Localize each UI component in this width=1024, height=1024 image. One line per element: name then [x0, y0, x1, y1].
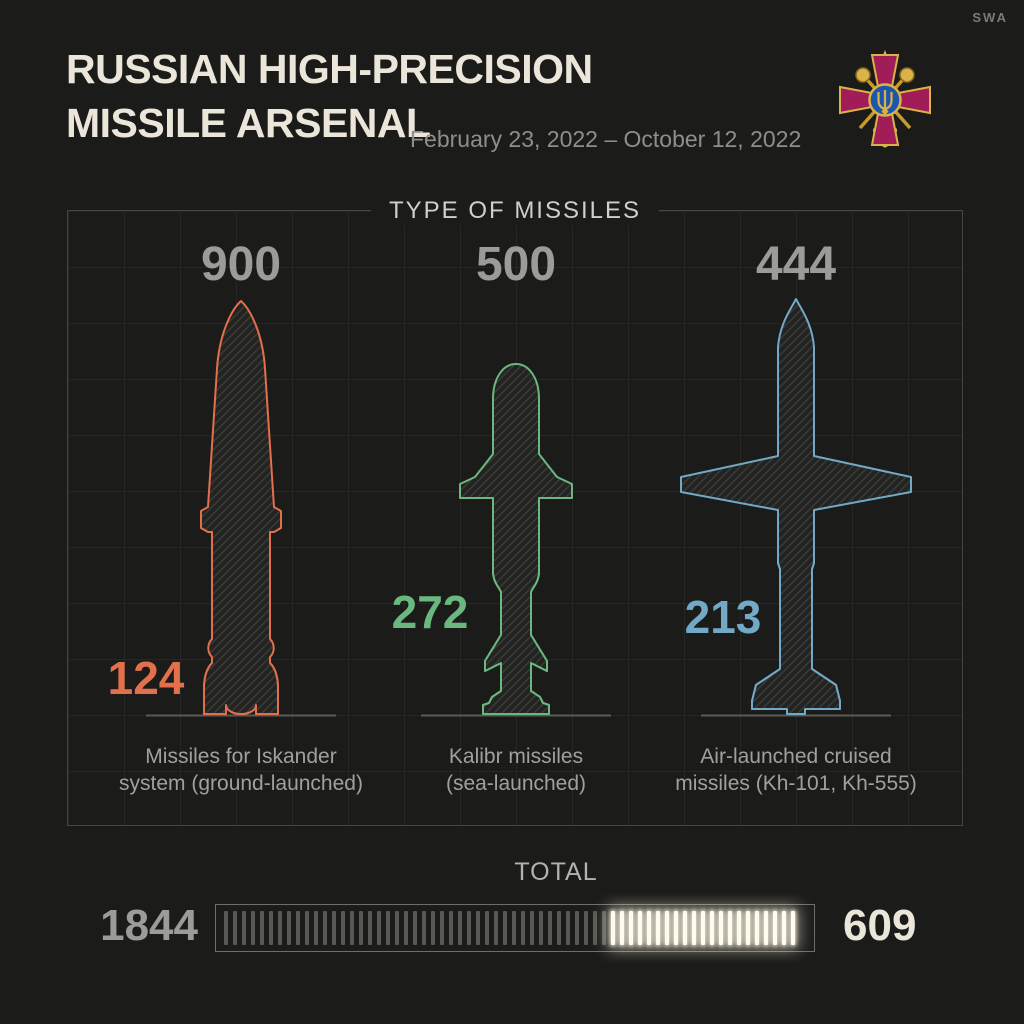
progress-tick: [575, 911, 579, 945]
date-range: February 23, 2022 – October 12, 2022: [410, 126, 802, 152]
progress-tick: [251, 911, 255, 945]
progress-tick: [260, 911, 264, 945]
ukraine-mod-emblem-icon: [839, 50, 931, 148]
progress-tick: [287, 911, 291, 945]
missile-pictograms: [146, 298, 912, 717]
cruise-missile-icon: [459, 363, 573, 715]
progress-tick: [368, 911, 372, 945]
progress-tick: [611, 911, 615, 945]
progress-tick: [422, 911, 426, 945]
air-launched-cruise-missile-icon: [680, 298, 912, 715]
progress-tick: [530, 911, 534, 945]
progress-tick: [224, 911, 228, 945]
progress-tick: [494, 911, 498, 945]
progress-tick: [386, 911, 390, 945]
series-caption-iskander: Missiles for Iskander system (ground-lau…: [119, 745, 363, 795]
total-progress-bar: [215, 904, 815, 952]
mace-head-left: [855, 67, 871, 83]
mace-head-right: [899, 67, 915, 83]
progress-tick: [629, 911, 633, 945]
total-initial-value: 1844: [100, 901, 198, 950]
progress-tick: [602, 911, 606, 945]
progress-tick: [323, 911, 327, 945]
progress-tick: [557, 911, 561, 945]
progress-tick: [620, 911, 624, 945]
progress-tick: [764, 911, 768, 945]
series-caption-kalibr: Kalibr missiles (sea-launched): [445, 745, 587, 795]
progress-tick: [755, 911, 759, 945]
progress-tick: [242, 911, 246, 945]
trident-icon: [877, 90, 893, 116]
missile-type-panel: TYPE OF MISSILES: [67, 197, 963, 826]
progress-tick: [278, 911, 282, 945]
progress-tick: [701, 911, 705, 945]
progress-tick: [782, 911, 786, 945]
progress-tick: [584, 911, 588, 945]
progress-tick: [296, 911, 300, 945]
progress-tick: [683, 911, 687, 945]
progress-tick: [566, 911, 570, 945]
progress-tick: [467, 911, 471, 945]
progress-tick: [539, 911, 543, 945]
series-remaining-iskander: 124: [107, 652, 185, 704]
progress-tick: [548, 911, 552, 945]
series-total-iskander: 900: [200, 238, 282, 291]
progress-tick: [773, 911, 777, 945]
progress-tick: [476, 911, 480, 945]
progress-tick: [521, 911, 525, 945]
progress-tick: [440, 911, 444, 945]
progress-tick: [305, 911, 309, 945]
progress-tick: [674, 911, 678, 945]
series-remaining-kh101: 213: [684, 591, 762, 643]
progress-tick: [728, 911, 732, 945]
progress-tick: [656, 911, 660, 945]
series-caption-kh101: Air-launched cruised missiles (Kh-101, K…: [675, 745, 917, 795]
progress-tick: [503, 911, 507, 945]
progress-tick: [395, 911, 399, 945]
progress-tick: [647, 911, 651, 945]
progress-tick: [431, 911, 435, 945]
total-remaining-value: 609: [843, 901, 917, 950]
series-total-kh101: 444: [755, 238, 837, 291]
progress-tick: [377, 911, 381, 945]
progress-tick: [710, 911, 714, 945]
progress-tick: [485, 911, 489, 945]
series-remaining-kalibr: 272: [391, 586, 469, 638]
progress-tick: [665, 911, 669, 945]
progress-tick: [746, 911, 750, 945]
progress-tick: [737, 911, 741, 945]
progress-tick: [404, 911, 408, 945]
progress-tick: [692, 911, 696, 945]
progress-tick: [341, 911, 345, 945]
panel-title: TYPE OF MISSILES: [370, 197, 660, 225]
progress-tick: [449, 911, 453, 945]
progress-tick: [458, 911, 462, 945]
progress-tick: [638, 911, 642, 945]
total-label: TOTAL: [514, 858, 598, 886]
progress-tick: [359, 911, 363, 945]
progress-tick: [332, 911, 336, 945]
progress-tick: [269, 911, 273, 945]
progress-tick: [791, 911, 795, 945]
page-title-line2: MISSILE ARSENAL: [66, 100, 431, 146]
progress-tick: [512, 911, 516, 945]
progress-tick: [719, 911, 723, 945]
progress-tick: [314, 911, 318, 945]
series-total-kalibr: 500: [475, 238, 557, 291]
watermark-text: SWA: [972, 10, 1008, 25]
ballistic-missile-icon: [200, 300, 282, 715]
page-title-line1: RUSSIAN HIGH-PRECISION: [66, 46, 593, 92]
progress-tick: [350, 911, 354, 945]
progress-tick: [593, 911, 597, 945]
progress-tick: [233, 911, 237, 945]
progress-tick: [413, 911, 417, 945]
